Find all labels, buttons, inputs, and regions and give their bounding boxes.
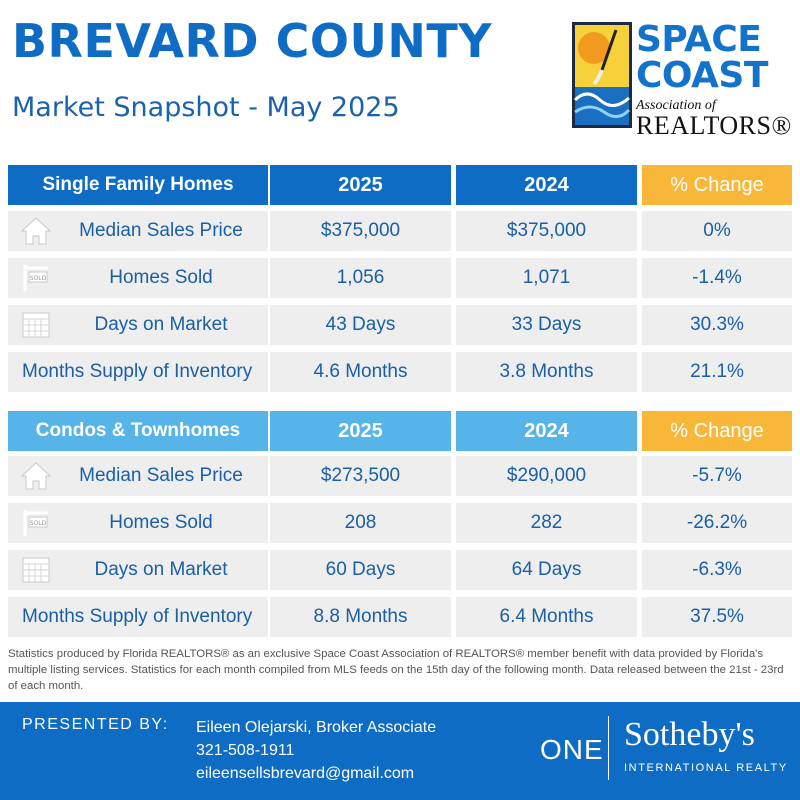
sold-sign-icon: SOLD (18, 261, 54, 295)
condos-header-change: % Change (642, 411, 792, 451)
agent-email[interactable]: eileensellsbrevard@gmail.com (196, 765, 415, 782)
table-row: Months Supply of Inventory 8.8 Months 6.… (8, 597, 792, 637)
svg-text:SOLD: SOLD (30, 520, 47, 527)
page-title: BREVARD COUNTY (12, 14, 493, 68)
value-2024: $375,000 (456, 211, 637, 251)
row-label: Months Supply of Inventory (22, 606, 253, 627)
logo-text-coast: COAST (636, 55, 768, 96)
value-2025: $375,000 (270, 211, 451, 251)
value-change: 37.5% (642, 597, 792, 637)
single-family-header-2024: 2024 (456, 165, 637, 205)
brand-one: ONE (540, 734, 604, 765)
disclaimer-text: Statistics produced by Florida REALTORS®… (8, 648, 784, 692)
brand-name: Sotheby's (624, 716, 755, 753)
value-change: -1.4% (642, 258, 792, 298)
single-family-header-row: Single Family Homes 2025 2024 % Change (8, 165, 792, 205)
row-label: Days on Market (94, 314, 228, 335)
space-coast-realtors-logo: SPACE COAST Association of REALTORS® (572, 22, 791, 139)
table-row: Days on Market 60 Days 64 Days -6.3% (8, 550, 792, 590)
table-row: Median Sales Price $375,000 $375,000 0% (8, 211, 792, 251)
value-2024: $290,000 (456, 456, 637, 496)
agent-contact: Eileen Olejarski, Broker Associate 321-5… (196, 716, 436, 785)
row-label: Days on Market (94, 559, 228, 580)
single-family-table: Single Family Homes 2025 2024 % Change M… (8, 165, 792, 392)
value-2025: 1,056 (270, 258, 451, 298)
table-row: Median Sales Price $273,500 $290,000 -5.… (8, 456, 792, 496)
value-change: -5.7% (642, 456, 792, 496)
space-coast-logo-art-icon (572, 22, 632, 128)
value-2025: 4.6 Months (270, 352, 451, 392)
brand-divider (608, 716, 609, 780)
footer-banner: PRESENTED BY: Eileen Olejarski, Broker A… (0, 702, 800, 800)
svg-text:SOLD: SOLD (30, 275, 47, 282)
value-2024: 64 Days (456, 550, 637, 590)
agent-name: Eileen Olejarski, Broker Associate (196, 719, 437, 736)
logo-text-association: Association of (636, 98, 716, 113)
row-label: Median Sales Price (79, 465, 243, 486)
condos-header-2025: 2025 (270, 411, 451, 451)
logo-text-realtors: REALTORS® (636, 111, 792, 140)
value-change: -6.3% (642, 550, 792, 590)
single-family-header-label: Single Family Homes (8, 165, 268, 205)
agent-phone[interactable]: 321-508-1911 (196, 742, 295, 759)
value-2024: 282 (456, 503, 637, 543)
value-2025: 43 Days (270, 305, 451, 345)
calendar-icon (18, 553, 54, 587)
value-2025: 208 (270, 503, 451, 543)
value-2024: 33 Days (456, 305, 637, 345)
brand-sub: INTERNATIONAL REALTY (624, 762, 788, 774)
value-2024: 1,071 (456, 258, 637, 298)
row-label: Homes Sold (109, 267, 213, 288)
table-row: SOLD Homes Sold 208 282 -26.2% (8, 503, 792, 543)
value-2025: $273,500 (270, 456, 451, 496)
single-family-header-2025: 2025 (270, 165, 451, 205)
row-label: Homes Sold (109, 512, 213, 533)
value-2024: 6.4 Months (456, 597, 637, 637)
table-row: SOLD Homes Sold 1,056 1,071 -1.4% (8, 258, 792, 298)
condos-header-row: Condos & Townhomes 2025 2024 % Change (8, 411, 792, 451)
value-change: 30.3% (642, 305, 792, 345)
condos-header-2024: 2024 (456, 411, 637, 451)
sothebys-logo: ONE Sotheby's INTERNATIONAL REALTY (540, 712, 790, 792)
page-subtitle: Market Snapshot - May 2025 (12, 92, 400, 123)
row-label: Months Supply of Inventory (22, 361, 253, 382)
presented-by-label: PRESENTED BY: (22, 716, 169, 733)
value-2025: 60 Days (270, 550, 451, 590)
value-2025: 8.8 Months (270, 597, 451, 637)
sold-sign-icon: SOLD (18, 506, 54, 540)
single-family-header-change: % Change (642, 165, 792, 205)
value-change: 21.1% (642, 352, 792, 392)
condos-table: Condos & Townhomes 2025 2024 % Change Me… (8, 411, 792, 637)
condos-header-label: Condos & Townhomes (8, 411, 268, 451)
house-icon (18, 214, 54, 248)
value-change: -26.2% (642, 503, 792, 543)
value-change: 0% (642, 211, 792, 251)
row-label: Median Sales Price (79, 220, 243, 241)
calendar-icon (18, 308, 54, 342)
house-icon (18, 459, 54, 493)
table-row: Days on Market 43 Days 33 Days 30.3% (8, 305, 792, 345)
table-row: Months Supply of Inventory 4.6 Months 3.… (8, 352, 792, 392)
value-2024: 3.8 Months (456, 352, 637, 392)
logo-text-space: SPACE (636, 19, 762, 60)
